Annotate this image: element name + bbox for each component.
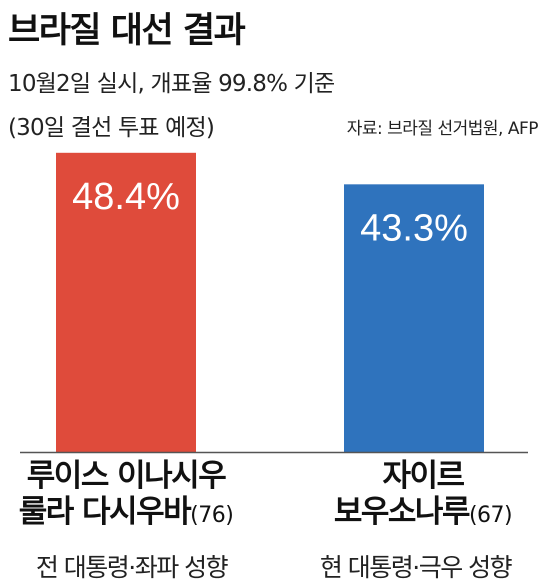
chart-subtitle: 10월2일 실시, 개표율 99.8% 기준 — [8, 71, 335, 97]
candidate-desc-lula: 전 대통령·좌파 성향 — [35, 553, 229, 582]
bar-value-label: 43.3% — [360, 207, 468, 249]
candidate-name-line1: 자이르 — [382, 458, 465, 494]
runoff-note: (30일 결선 투표 예정) — [8, 115, 215, 141]
bar-value-label: 48.4% — [72, 176, 180, 218]
source-note: 자료: 브라질 선거법원, AFP — [346, 119, 539, 139]
chart-title: 브라질 대선 결과 — [8, 11, 246, 51]
bar-chart: 48.4% 43.3% — [20, 152, 528, 454]
candidate-desc-bolsonaro: 현 대통령·극우 성향 — [319, 553, 513, 582]
candidate-label-bolsonaro: 자이르 보우소나루(67) — [303, 458, 543, 534]
candidate-name-line2: 보우소나루 — [333, 494, 471, 530]
candidate-name-line1: 루이스 이나시우 — [26, 458, 227, 494]
candidate-age: (76) — [190, 503, 234, 528]
candidate-name-line2: 룰라 다시우바 — [18, 494, 192, 530]
bar-lula — [56, 152, 196, 453]
candidate-age: (67) — [468, 503, 513, 528]
candidate-label-lula: 루이스 이나시우 룰라 다시우바(76) — [6, 458, 246, 534]
bar-bolsonaro — [344, 184, 484, 452]
